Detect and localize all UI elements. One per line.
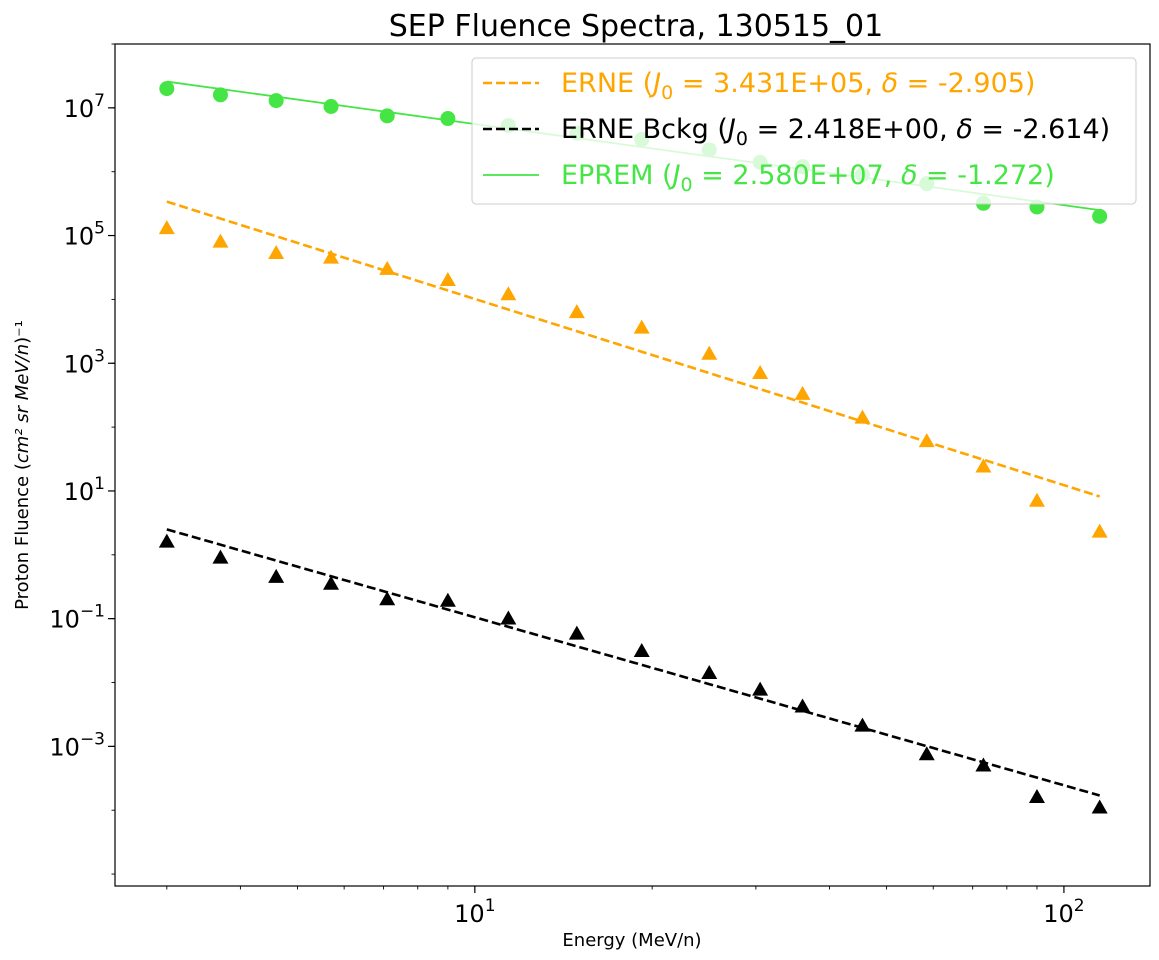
erne-point-6 [500, 286, 517, 301]
chart-title: SEP Fluence Spectra, 130515_01 [389, 9, 883, 44]
erne-point-9 [701, 345, 718, 360]
erne-bckg-point-14 [975, 757, 992, 772]
erne-bckg-point-0 [158, 533, 175, 548]
erne-bckg-point-9 [701, 665, 718, 680]
erne-point-8 [633, 319, 650, 334]
eprem-point-16 [1092, 208, 1108, 224]
erne-point-10 [752, 365, 769, 380]
x-axis-label: Energy (MeV/n) [562, 930, 701, 951]
erne-point-11 [794, 385, 811, 400]
erne-point-2 [268, 245, 285, 260]
erne-bckg-point-12 [854, 717, 871, 732]
y-axis-label: Proton Fluence (cm² sr MeV/n)⁻¹ [12, 320, 33, 610]
erne-bckg-point-3 [323, 575, 340, 590]
y-axis-label-units: cm² sr MeV/n [12, 344, 33, 463]
legend-entries: ERNE (J0 = 3.431E+05, δ = -2.905) ERNE Bc… [483, 68, 1110, 196]
y-tick-label: 107 [64, 91, 105, 123]
erne-point-14 [975, 458, 992, 473]
erne-bckg-point-5 [439, 592, 456, 607]
plot-frame [114, 43, 1151, 887]
eprem-point-0 [159, 81, 175, 97]
erne-bckg-point-7 [568, 625, 585, 640]
y-tick-label: 10−3 [49, 729, 105, 761]
erne-point-15 [1028, 492, 1045, 507]
erne-point-1 [212, 233, 229, 248]
y-tick-label: 105 [64, 219, 105, 251]
legend-label-2: EPREM (J0 = 2.580E+07, δ = -1.272) [561, 160, 1055, 196]
erne-point-7 [568, 304, 585, 319]
y-axis-label-exponent: )⁻¹ [12, 320, 33, 344]
erne-point-16 [1091, 523, 1108, 538]
erne-point-12 [854, 409, 871, 424]
erne-fit-line [166, 200, 1101, 498]
eprem-point-1 [212, 87, 228, 103]
y-tick-label: 101 [64, 474, 105, 506]
erne-bckg-point-1 [212, 549, 229, 564]
erne-point-3 [323, 249, 340, 264]
erne-point-13 [918, 433, 935, 448]
erne-bckg-point-16 [1091, 799, 1108, 814]
legend-label-0: ERNE (J0 = 3.431E+05, δ = -2.905) [561, 68, 1035, 104]
erne-bckg-point-6 [500, 610, 517, 625]
legend-label-1: ERNE Bckg (J0 = 2.418E+00, δ = -2.614) [561, 114, 1110, 150]
eprem-point-5 [440, 111, 456, 127]
erne-bckg-point-4 [379, 591, 396, 606]
x-tick-label: 102 [1043, 896, 1084, 928]
tick-layer: 101 102 10−3 10−1 101 103 105 107 [49, 43, 1085, 928]
erne-bckg-point-10 [752, 681, 769, 696]
legend-box [471, 57, 1137, 205]
erne-bckg-point-13 [918, 746, 935, 761]
y-tick-label: 103 [64, 346, 105, 378]
erne-bckg-point-15 [1028, 789, 1045, 804]
x-tick-label: 101 [454, 896, 495, 928]
y-axis-label-text: Proton Fluence ( [12, 463, 33, 610]
erne-bckg-point-8 [633, 643, 650, 658]
y-tick-label: 10−1 [49, 602, 105, 634]
erne-point-0 [158, 220, 175, 235]
erne-bckg-point-2 [268, 568, 285, 583]
erne-bckg-fit-line [166, 528, 1101, 797]
eprem-point-3 [323, 98, 339, 114]
erne-point-5 [439, 272, 456, 287]
legend: ERNE (J0 = 3.431E+05, δ = -2.905) ERNE Bc… [471, 57, 1137, 205]
